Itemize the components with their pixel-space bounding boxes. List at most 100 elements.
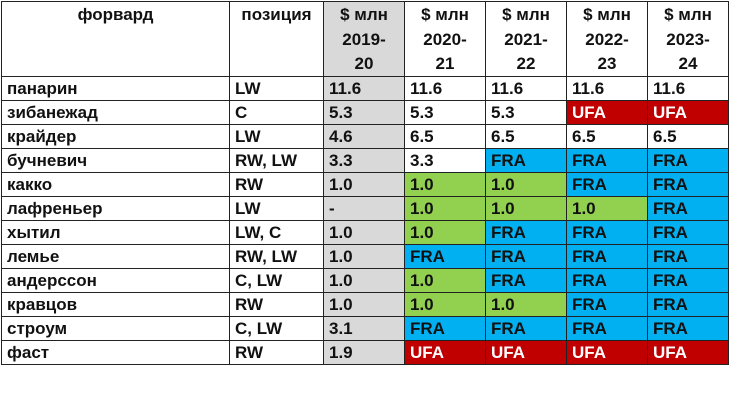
salary-cell: 3.1 [323, 316, 405, 341]
player-name-cell: хытил [1, 220, 230, 245]
salary-cell: - [323, 196, 405, 221]
header-season-start: 2023- [647, 28, 729, 52]
salary-cell: 1.0 [404, 196, 486, 221]
salary-cell: FRA [647, 196, 729, 221]
table-row: фаст RW 1.9 UFA UFA UFA UFA [1, 340, 729, 365]
salary-cell: 5.3 [404, 100, 486, 125]
player-name-cell: кравцов [1, 292, 230, 317]
table-row: строум C, LW 3.1 FRA FRA FRA FRA [1, 316, 729, 341]
salary-cell: UFA [566, 100, 648, 125]
salary-cell: 1.0 [404, 220, 486, 245]
table-row: бучневич RW, LW 3.3 3.3 FRA FRA FRA [1, 148, 729, 173]
salary-cell: 5.3 [485, 100, 567, 125]
player-position-cell: LW, C [229, 220, 324, 245]
salary-cell: 4.6 [323, 124, 405, 149]
salary-cell: 1.0 [485, 292, 567, 317]
header-season-end: 24 [647, 52, 729, 77]
player-name-cell: строум [1, 316, 230, 341]
salary-cell: 1.0 [404, 268, 486, 293]
salary-cell: 3.3 [323, 148, 405, 173]
salary-cell: 11.6 [404, 76, 486, 101]
salary-cell: 6.5 [485, 124, 567, 149]
header-unit: $ млн [647, 1, 729, 28]
table-row: панарин LW 11.6 11.6 11.6 11.6 11.6 [1, 76, 729, 101]
header-unit: $ млн [323, 1, 405, 28]
salary-cell: UFA [647, 340, 729, 365]
player-position-cell: RW [229, 292, 324, 317]
salary-cell: FRA [647, 244, 729, 269]
table-row: зибанежад C 5.3 5.3 5.3 UFA UFA [1, 100, 729, 125]
salary-cell: UFA [647, 100, 729, 125]
header-row-unit: форвард позиция $ млн $ млн $ млн $ млн … [1, 1, 729, 77]
salary-cell: 6.5 [647, 124, 729, 149]
salary-cell: UFA [404, 340, 486, 365]
salary-cell: FRA [485, 316, 567, 341]
header-season-start: 2020- [404, 28, 486, 52]
salary-cell: FRA [647, 172, 729, 197]
salary-cell: 5.3 [323, 100, 405, 125]
player-name-cell: андерссон [1, 268, 230, 293]
header-name: форвард [1, 1, 230, 77]
salary-cell: FRA [566, 292, 648, 317]
player-position-cell: C, LW [229, 316, 324, 341]
player-position-cell: LW [229, 124, 324, 149]
player-position-cell: LW [229, 76, 324, 101]
table-row: кравцов RW 1.0 1.0 1.0 FRA FRA [1, 292, 729, 317]
player-name-cell: зибанежад [1, 100, 230, 125]
salary-cell: 1.0 [485, 196, 567, 221]
header-season-start: 2021- [485, 28, 567, 52]
salary-cell: FRA [485, 220, 567, 245]
salary-cell: 1.0 [323, 244, 405, 269]
salary-cell: 1.0 [323, 220, 405, 245]
salary-cell: 1.0 [404, 292, 486, 317]
salary-cell: FRA [485, 268, 567, 293]
table-row: крайдер LW 4.6 6.5 6.5 6.5 6.5 [1, 124, 729, 149]
player-name-cell: лафреньер [1, 196, 230, 221]
contracts-table: форвард позиция $ млн $ млн $ млн $ млн … [1, 1, 729, 365]
salary-cell: 6.5 [404, 124, 486, 149]
salary-cell: FRA [566, 244, 648, 269]
player-position-cell: C, LW [229, 268, 324, 293]
header-unit: $ млн [566, 1, 648, 28]
salary-cell: FRA [647, 268, 729, 293]
salary-cell: FRA [485, 244, 567, 269]
player-name-cell: панарин [1, 76, 230, 101]
player-position-cell: RW, LW [229, 148, 324, 173]
salary-cell: FRA [404, 244, 486, 269]
salary-cell: FRA [647, 292, 729, 317]
table-body: панарин LW 11.6 11.6 11.6 11.6 11.6 зибанежад C 5… [1, 76, 729, 365]
salary-cell: 1.9 [323, 340, 405, 365]
salary-cell: FRA [647, 316, 729, 341]
table-header: форвард позиция $ млн $ млн $ млн $ млн … [1, 1, 729, 77]
salary-cell: FRA [485, 148, 567, 173]
player-name-cell: лемье [1, 244, 230, 269]
player-position-cell: LW [229, 196, 324, 221]
table-row: лемье RW, LW 1.0 FRA FRA FRA FRA [1, 244, 729, 269]
player-position-cell: RW [229, 340, 324, 365]
salary-cell: 11.6 [647, 76, 729, 101]
salary-cell: FRA [647, 220, 729, 245]
salary-cell: 3.3 [404, 148, 486, 173]
salary-cell: FRA [566, 148, 648, 173]
salary-cell: 11.6 [566, 76, 648, 101]
table-row: лафреньер LW -1.0 1.0 1.0 FRA [1, 196, 729, 221]
salary-cell: FRA [647, 148, 729, 173]
header-row-season-start: 2019- 2020- 2021- 2022- 2023- [2, 28, 729, 52]
header-season-end: 21 [404, 52, 486, 77]
salary-cell: 1.0 [323, 268, 405, 293]
header-unit: $ млн [404, 1, 486, 28]
salary-cell: 11.6 [323, 76, 405, 101]
salary-cell: 1.0 [404, 172, 486, 197]
header-position: позиция [229, 1, 324, 77]
salary-cell: UFA [485, 340, 567, 365]
header-season-start: 2019- [323, 28, 405, 52]
salary-cell: 1.0 [323, 292, 405, 317]
player-name-cell: какко [1, 172, 230, 197]
salary-cell: FRA [566, 268, 648, 293]
player-position-cell: RW [229, 172, 324, 197]
player-position-cell: C [229, 100, 324, 125]
salary-cell: FRA [566, 220, 648, 245]
salary-cell: UFA [566, 340, 648, 365]
table-row: какко RW 1.0 1.0 1.0 FRA FRA [1, 172, 729, 197]
salary-cell: 1.0 [566, 196, 648, 221]
